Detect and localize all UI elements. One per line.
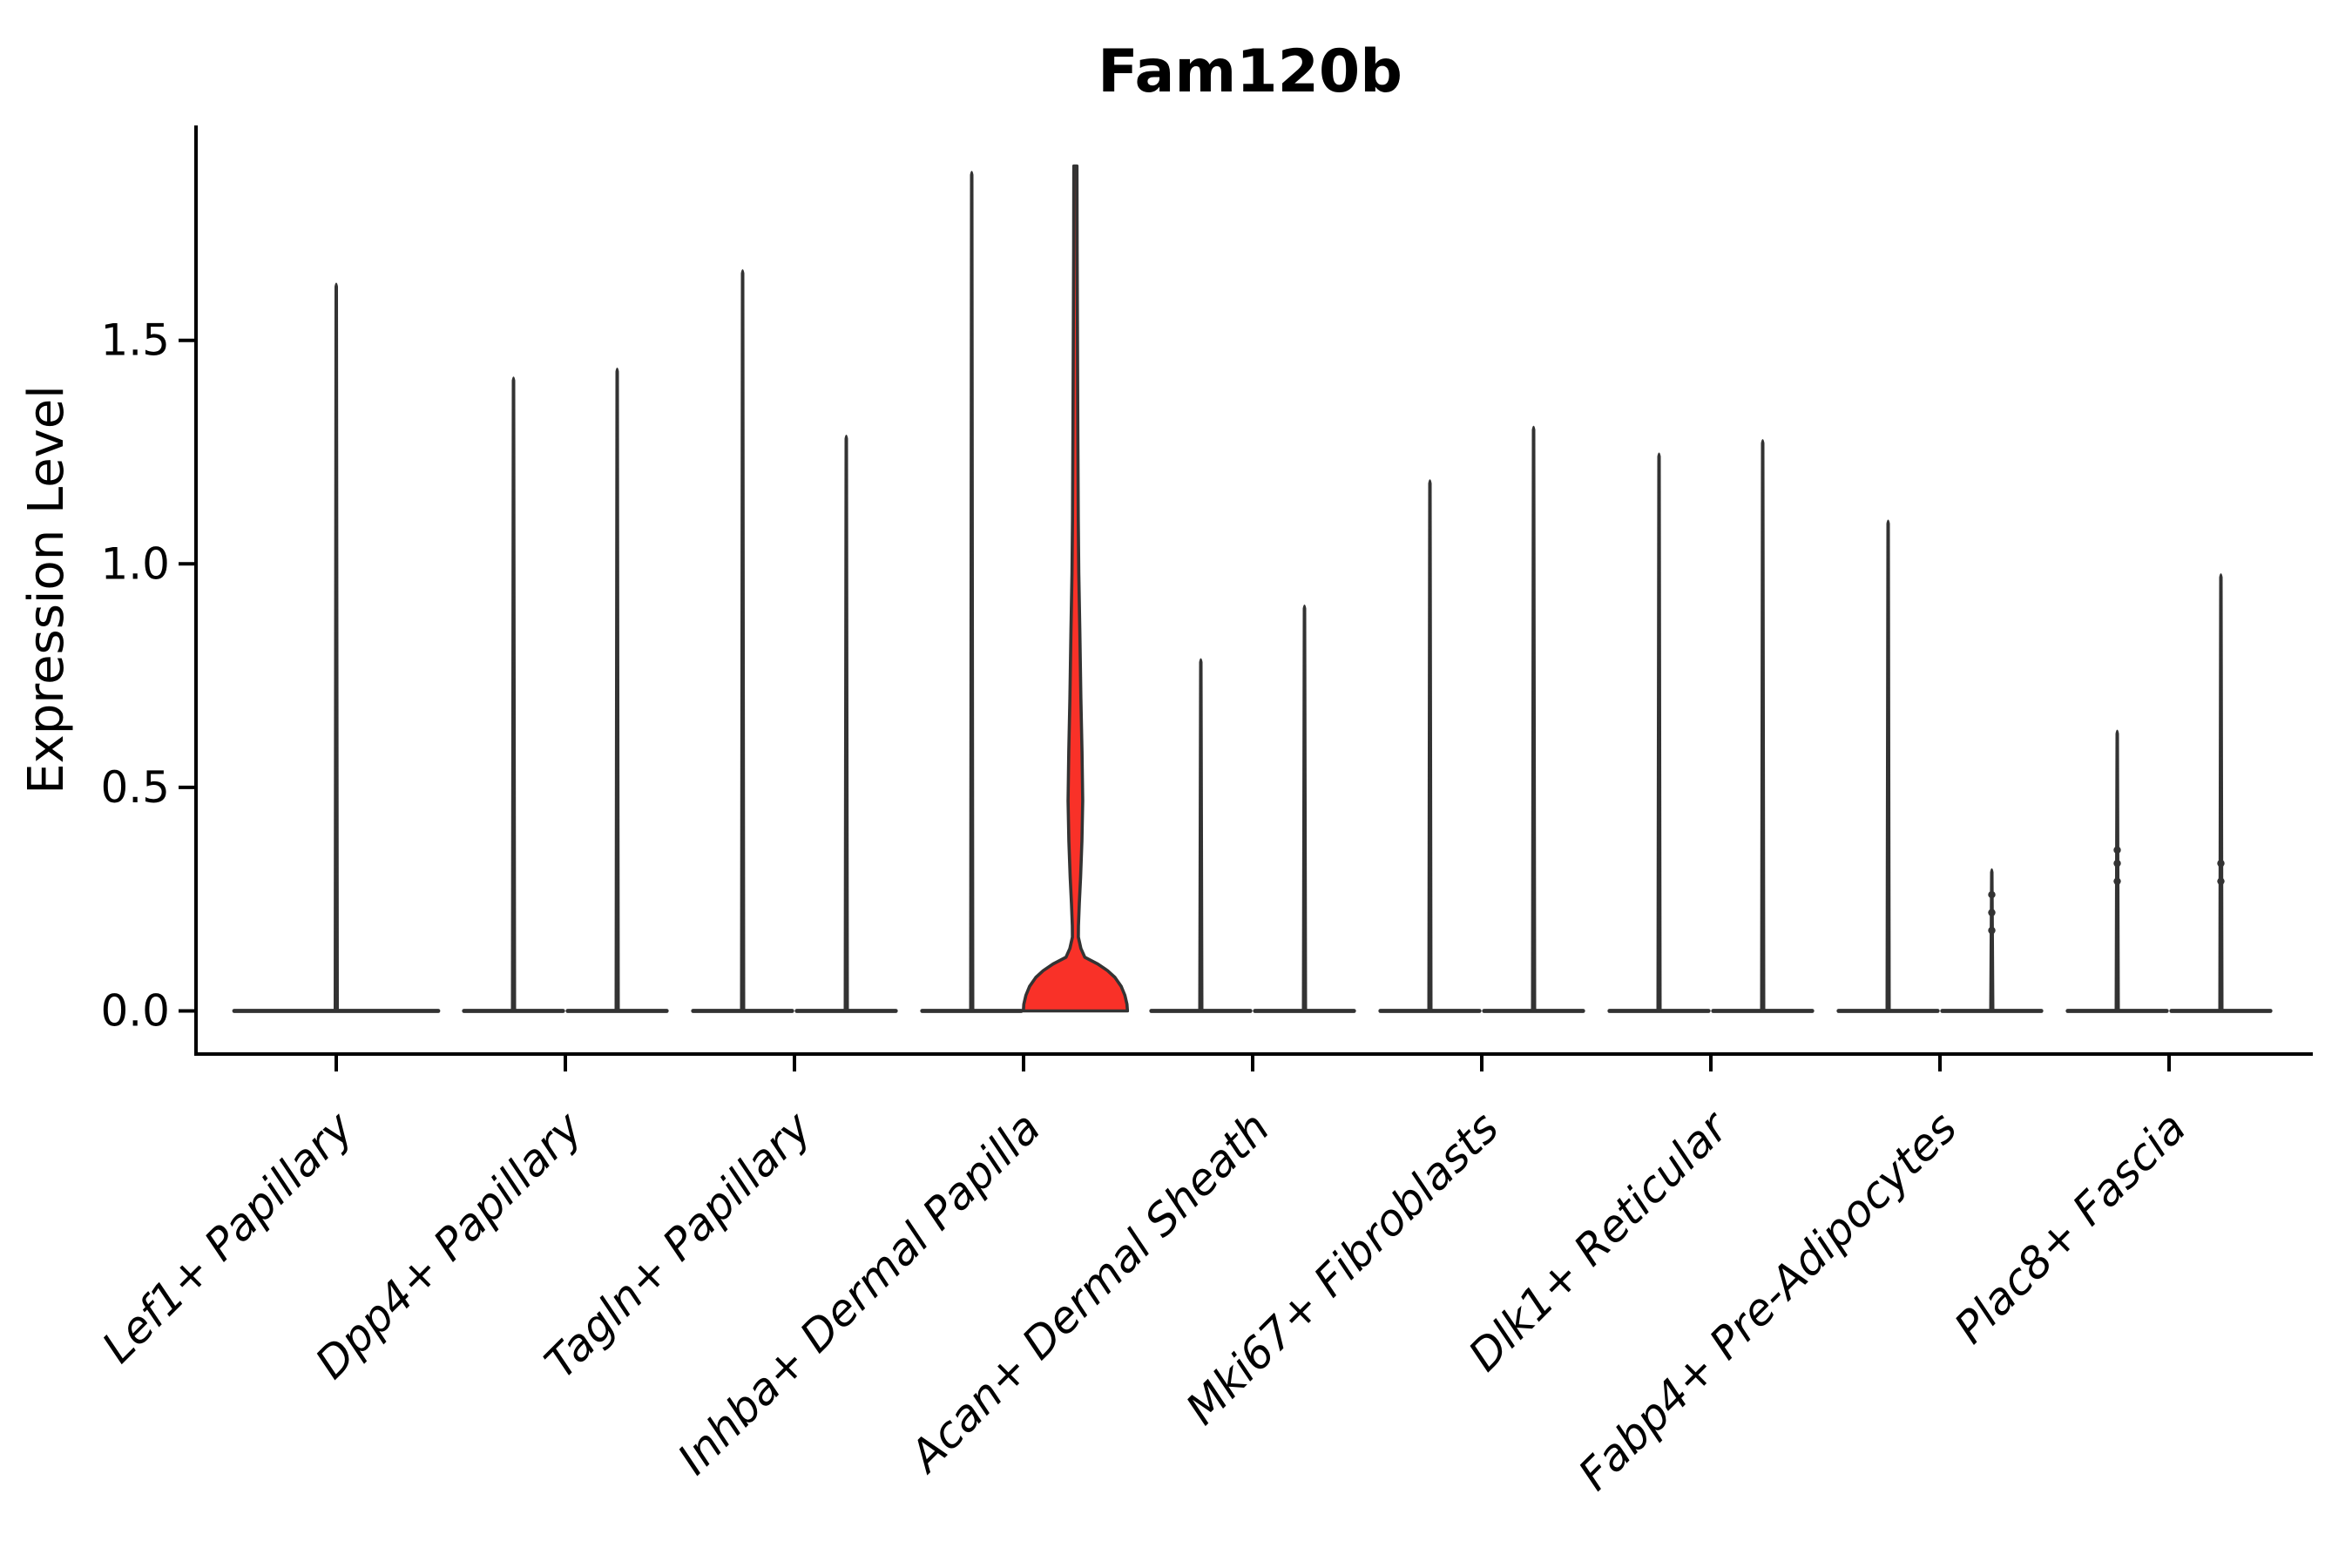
violin-spike <box>1427 479 1433 1011</box>
y-tick-label: 0.0 <box>100 986 170 1037</box>
y-tick-label: 0.5 <box>100 762 170 813</box>
x-tick-label: Inhba+ Dermal Papilla <box>668 1102 1050 1484</box>
violin <box>2169 573 2273 1013</box>
violin-spike <box>1656 452 1662 1011</box>
violin-point <box>2113 877 2121 885</box>
x-tick-label: Fabp4+ Pre-Adipocytes <box>1569 1102 1967 1500</box>
violin-spike <box>1760 439 1766 1011</box>
violin-spike <box>843 434 849 1011</box>
violin <box>1149 658 1253 1013</box>
violin-spike <box>2114 729 2120 1011</box>
violin-point <box>2113 859 2121 868</box>
violin-spike <box>510 376 517 1011</box>
violin-spike <box>614 367 620 1011</box>
violin-point <box>1988 926 1996 935</box>
violin <box>920 171 1024 1013</box>
x-tick-label: Lef1+ Papillary <box>92 1101 363 1372</box>
violin-point <box>1988 890 1996 899</box>
violin <box>1482 425 1585 1013</box>
violin <box>2065 729 2169 1013</box>
x-tick-label: Plac8+ Fascia <box>1945 1102 2196 1353</box>
violin <box>1607 452 1711 1013</box>
violin <box>232 282 441 1013</box>
violin <box>1253 604 1356 1013</box>
violin-spike <box>1885 519 1891 1011</box>
violin-spike <box>1301 604 1308 1011</box>
violin <box>1378 479 1482 1013</box>
y-tick-label: 1.5 <box>100 315 170 366</box>
violin <box>1711 439 1815 1013</box>
violin <box>1940 868 2044 1013</box>
violin-point <box>2217 877 2225 885</box>
violin <box>565 367 669 1013</box>
violin-spike <box>969 171 975 1011</box>
violin-point <box>2113 846 2121 854</box>
violin-point <box>1988 909 1996 916</box>
violin <box>1836 519 1940 1013</box>
violin <box>1022 164 1130 1013</box>
violin-spike <box>334 282 339 1011</box>
violins-layer <box>232 164 2273 1013</box>
violin-spike <box>1531 425 1537 1011</box>
highlighted-violin-body <box>1022 164 1130 1013</box>
x-tick-label: Acan+ Dermal Sheath <box>899 1102 1280 1483</box>
violin <box>794 434 898 1013</box>
violin-spike <box>2218 573 2224 1011</box>
violin-point <box>2217 859 2225 868</box>
violin-spike <box>1989 868 1995 1011</box>
violin-spike <box>1198 658 1204 1011</box>
violin <box>691 269 794 1013</box>
y-axis-label: Expression Level <box>18 385 75 794</box>
y-tick-label: 1.0 <box>100 538 170 589</box>
violin <box>462 376 565 1013</box>
chart-title: Fam120b <box>1098 37 1402 106</box>
violin-spike <box>740 269 746 1011</box>
axes <box>179 125 2313 1071</box>
